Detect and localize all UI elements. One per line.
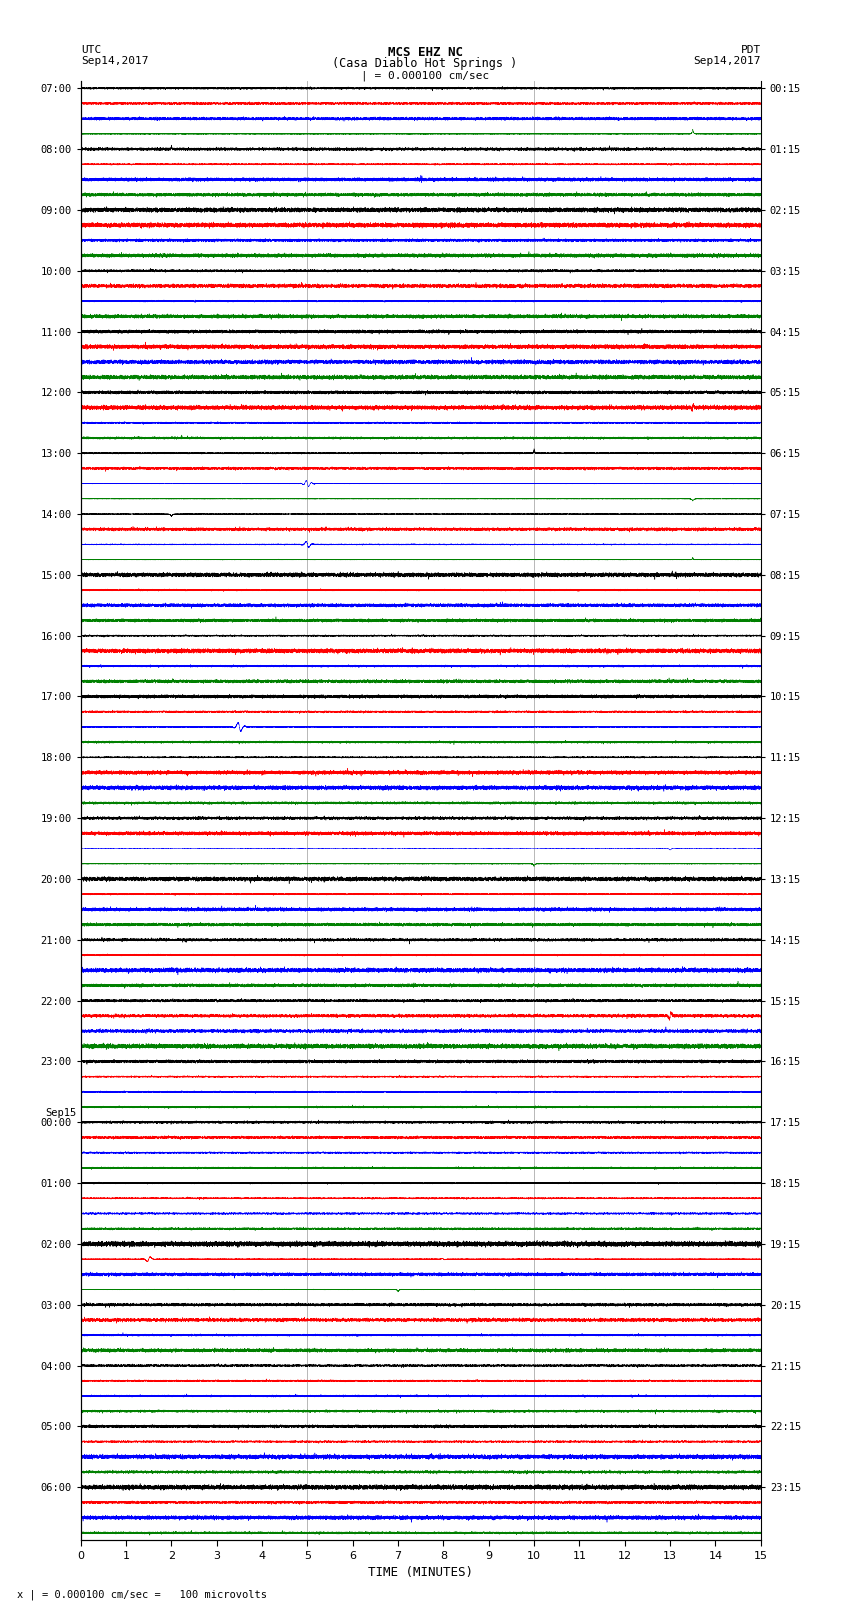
Text: Sep14,2017: Sep14,2017 (694, 56, 761, 66)
Text: Sep14,2017: Sep14,2017 (81, 56, 148, 66)
Text: x | = 0.000100 cm/sec =   100 microvolts: x | = 0.000100 cm/sec = 100 microvolts (17, 1589, 267, 1600)
Text: MCS EHZ NC: MCS EHZ NC (388, 45, 462, 58)
Text: PDT: PDT (740, 45, 761, 55)
Text: (Casa Diablo Hot Springs ): (Casa Diablo Hot Springs ) (332, 56, 518, 71)
X-axis label: TIME (MINUTES): TIME (MINUTES) (368, 1566, 473, 1579)
Text: | = 0.000100 cm/sec: | = 0.000100 cm/sec (361, 71, 489, 82)
Text: Sep15: Sep15 (45, 1108, 76, 1118)
Text: UTC: UTC (81, 45, 101, 55)
